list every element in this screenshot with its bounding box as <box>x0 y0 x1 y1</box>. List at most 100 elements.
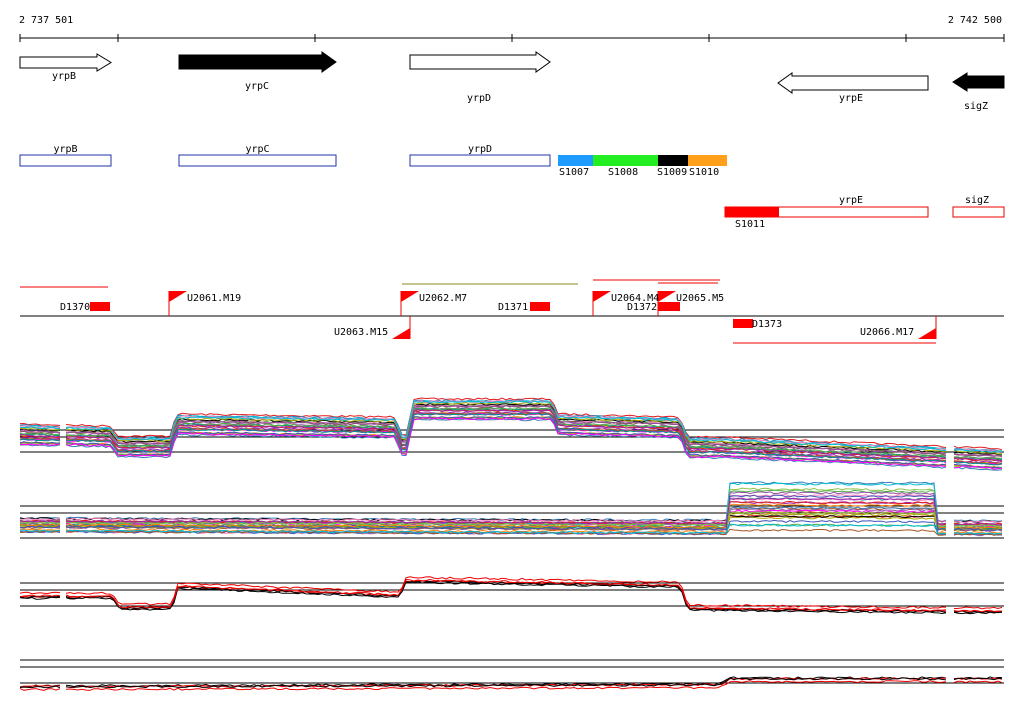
annotation-label: yrpE <box>839 195 863 206</box>
expression-trace <box>19 529 61 533</box>
expression-trace <box>65 412 947 463</box>
expression-trace <box>65 402 947 453</box>
feature-label: U2062.M7 <box>419 293 467 304</box>
expression-trace <box>953 528 1003 531</box>
annotation-label: sigZ <box>965 195 989 206</box>
feature-box <box>530 302 550 311</box>
flag <box>401 291 419 302</box>
feature-label: U2065.M5 <box>676 293 724 304</box>
segment <box>558 155 593 166</box>
feature-label: U2063.M15 <box>334 327 388 338</box>
flag <box>593 291 611 302</box>
feature-box <box>658 302 680 311</box>
expression-trace <box>65 497 947 523</box>
expression-trace <box>19 441 61 445</box>
expression-trace <box>953 453 1003 458</box>
expression-trace <box>65 511 947 527</box>
expression-trace <box>19 685 61 689</box>
segment-label: S1009 <box>657 167 687 178</box>
feature-label: D1372 <box>627 302 657 313</box>
expression-trace <box>953 606 1003 610</box>
segment-label: S1011 <box>735 219 765 230</box>
gene-arrow <box>19 53 112 72</box>
expression-trace <box>65 528 947 536</box>
expression-trace <box>19 523 61 527</box>
expression-trace <box>19 688 61 691</box>
expression-trace <box>65 397 947 448</box>
segment <box>688 155 727 166</box>
expression-trace <box>19 430 61 434</box>
gene-label: sigZ <box>964 101 988 112</box>
expression-trace <box>953 449 1003 455</box>
expression-trace <box>953 677 1003 681</box>
gene-arrow <box>409 51 551 73</box>
expression-trace <box>953 465 1003 470</box>
expression-trace <box>65 680 947 691</box>
gene-label: yrpD <box>467 93 491 104</box>
segment <box>658 155 688 166</box>
feature-label: D1370 <box>60 302 90 313</box>
feature-box <box>733 319 753 328</box>
expression-trace <box>19 424 61 428</box>
feature-label: D1371 <box>498 302 528 313</box>
expression-trace <box>19 438 61 442</box>
feature-label: U2061.M19 <box>187 293 241 304</box>
feature-label: D1373 <box>752 319 782 330</box>
flag <box>658 291 676 302</box>
expression-trace <box>19 443 61 446</box>
expression-trace <box>65 503 947 529</box>
annotation-box <box>19 154 112 167</box>
annotation-box <box>409 154 551 167</box>
gene-label: yrpB <box>52 71 76 82</box>
expression-trace <box>19 517 61 521</box>
expression-trace <box>953 520 1003 524</box>
feature-label: U2066.M17 <box>860 327 914 338</box>
expression-trace <box>65 512 947 531</box>
expression-trace <box>953 609 1003 613</box>
expression-trace <box>19 525 61 529</box>
expression-trace <box>65 401 947 453</box>
expression-trace <box>19 594 61 598</box>
expression-trace <box>19 525 61 529</box>
segment <box>593 155 658 166</box>
expression-trace <box>19 529 61 533</box>
gene-label: yrpE <box>839 93 863 104</box>
expression-trace <box>65 580 947 613</box>
expression-trace <box>65 676 947 688</box>
gene-arrow <box>777 72 929 94</box>
expression-trace <box>19 519 61 523</box>
expression-trace <box>953 461 1003 466</box>
expression-trace <box>19 434 61 438</box>
segment-label: S1007 <box>559 167 589 178</box>
expression-trace <box>65 417 947 467</box>
flag <box>392 328 410 339</box>
expression-trace <box>19 591 61 595</box>
expression-trace <box>953 611 1003 615</box>
expression-trace <box>65 404 947 455</box>
expression-trace <box>953 460 1003 465</box>
expression-trace <box>953 680 1003 684</box>
expression-trace <box>953 531 1003 535</box>
expression-trace <box>65 576 947 609</box>
expression-trace <box>953 522 1003 526</box>
expression-trace <box>65 523 947 535</box>
expression-trace <box>953 457 1003 462</box>
segment-label: S1008 <box>608 167 638 178</box>
expression-trace <box>65 578 947 612</box>
ruler-start: 2 737 501 <box>19 15 73 26</box>
expression-trace <box>65 494 947 531</box>
expression-trace <box>66 409 947 459</box>
flag <box>918 328 936 339</box>
expression-trace <box>65 400 947 452</box>
expression-trace <box>19 528 61 531</box>
annotation-box <box>178 154 337 167</box>
flag <box>169 291 187 302</box>
annotation-box <box>952 206 1005 218</box>
expression-trace <box>953 528 1003 531</box>
expression-trace <box>19 426 60 430</box>
gene-label: yrpC <box>245 81 269 92</box>
feature-label: U2064.M4 <box>611 293 659 304</box>
gene-arrow <box>952 72 1005 92</box>
